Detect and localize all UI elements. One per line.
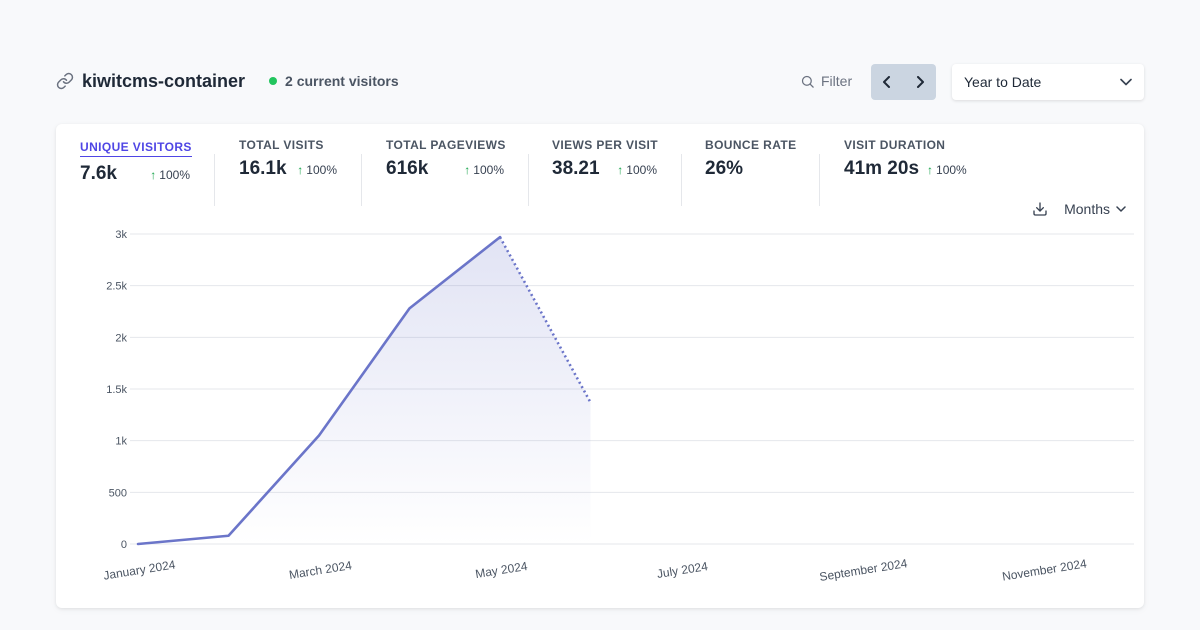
metric-change: ↑ 100% [464, 163, 504, 177]
site-title-group: kiwitcms-container 2 current visitors [56, 62, 399, 100]
metric-change: ↑ 100% [150, 168, 190, 182]
x-tick-label: September 2024 [818, 556, 908, 584]
metric-value: 616k [386, 158, 429, 179]
arrow-up-icon: ↑ [617, 163, 624, 177]
divider [681, 154, 682, 206]
metric-label: TOTAL PAGEVIEWS [386, 138, 506, 152]
metric-change: ↑ 100% [617, 163, 657, 177]
arrow-up-icon: ↑ [150, 168, 157, 182]
metric-value: 41m 20s [844, 158, 920, 179]
metric-value: 16.1k [239, 158, 287, 179]
x-tick-label: January 2024 [102, 557, 176, 582]
dashboard-header: kiwitcms-container 2 current visitors Fi… [56, 62, 1144, 100]
x-tick-label: May 2024 [474, 559, 529, 581]
site-name[interactable]: kiwitcms-container [82, 70, 246, 91]
period-nav [871, 64, 936, 100]
arrow-up-icon: ↑ [297, 163, 304, 177]
y-tick-label: 500 [109, 487, 127, 499]
metric-total-pageviews[interactable]: TOTAL PAGEVIEWS 616k ↑ 100% [386, 138, 506, 194]
y-tick-label: 1.5k [106, 384, 127, 396]
visitors-line-chart: 0 500 1k 1.5k 2k 2.5k 3k January 2024 March 2024… [102, 229, 1134, 584]
y-tick-label: 3k [115, 229, 127, 241]
previous-period-button[interactable] [871, 64, 904, 100]
metric-label: BOUNCE RATE [705, 138, 797, 152]
x-tick-label: November 2024 [1001, 556, 1088, 583]
metric-change: ↑ 100% [927, 163, 967, 177]
chevron-down-icon [1120, 78, 1132, 86]
download-icon[interactable] [1032, 201, 1048, 217]
y-tick-label: 2k [115, 332, 127, 344]
stats-card: UNIQUE VISITORS 7.6k ↑ 100% TOTAL VISITS … [56, 124, 1144, 608]
chart-tools: Months [1032, 198, 1126, 220]
interval-label: Months [1064, 201, 1110, 217]
metric-value: 7.6k [80, 163, 117, 184]
metric-label: TOTAL VISITS [239, 138, 324, 152]
arrow-up-icon: ↑ [464, 163, 471, 177]
divider [361, 154, 362, 206]
arrow-up-icon: ↑ [927, 163, 934, 177]
series-area [138, 237, 591, 544]
chevron-left-icon [883, 76, 891, 88]
metric-visit-duration[interactable]: VISIT DURATION 41m 20s ↑ 100% [844, 138, 972, 194]
period-select[interactable]: Year to Date [952, 64, 1144, 100]
chevron-down-icon [1116, 206, 1126, 212]
metric-change: ↑ 100% [297, 163, 337, 177]
divider [819, 154, 820, 206]
metric-views-per-visit[interactable]: VIEWS PER VISIT 38.21 ↑ 100% [552, 138, 659, 194]
series-line-partial [498, 236, 592, 404]
chevron-right-icon [916, 76, 924, 88]
period-select-value: Year to Date [964, 74, 1042, 90]
divider [528, 154, 529, 206]
metric-label: VISIT DURATION [844, 138, 946, 152]
metric-label: UNIQUE VISITORS [80, 140, 192, 157]
metric-value: 26% [705, 158, 744, 179]
live-dot-icon [269, 77, 278, 85]
metric-tabs: UNIQUE VISITORS 7.6k ↑ 100% TOTAL VISITS … [56, 138, 1144, 206]
search-icon [800, 74, 815, 89]
x-tick-label: March 2024 [288, 558, 353, 582]
x-tick-label: July 2024 [656, 559, 709, 581]
metric-unique-visitors[interactable]: UNIQUE VISITORS 7.6k ↑ 100% [80, 138, 192, 194]
current-visitors-label: 2 current visitors [285, 73, 399, 89]
next-period-button[interactable] [904, 64, 937, 100]
divider [214, 154, 215, 206]
metric-label: VIEWS PER VISIT [552, 138, 659, 152]
link-icon[interactable] [56, 72, 74, 90]
y-tick-label: 2.5k [106, 281, 127, 293]
y-tick-label: 0 [121, 539, 127, 551]
metric-bounce-rate[interactable]: BOUNCE RATE 26% [705, 138, 805, 194]
filter-label: Filter [821, 73, 853, 89]
current-visitors[interactable]: 2 current visitors [269, 73, 399, 89]
interval-select[interactable]: Months [1064, 201, 1126, 217]
metric-value: 38.21 [552, 158, 600, 179]
filter-button[interactable]: Filter [800, 62, 852, 100]
y-tick-label: 1k [115, 436, 127, 448]
metric-total-visits[interactable]: TOTAL VISITS 16.1k ↑ 100% [239, 138, 337, 194]
